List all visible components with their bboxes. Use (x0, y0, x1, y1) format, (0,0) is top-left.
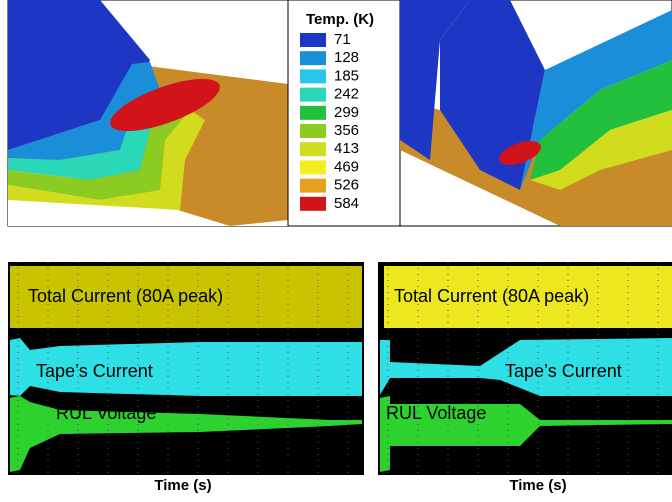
legend-label: 185 (334, 67, 359, 84)
x-tick-label: 10 (52, 457, 69, 474)
legend-label: 242 (334, 86, 359, 103)
channel-label: Total Current (80A peak) (28, 286, 223, 306)
x-tick-label: 20 (110, 457, 127, 474)
x-tick-label: 4 (603, 457, 611, 474)
legend-swatch (300, 179, 326, 193)
legend-label: 356 (334, 122, 359, 139)
legend-swatch (300, 124, 326, 138)
x-tick-label: 60 (345, 457, 362, 474)
x-tick-label: 2 (487, 457, 495, 474)
channel-label: RUL Voltage (56, 403, 156, 423)
channel-label: Tape’s Current (505, 361, 622, 381)
page: {"figure": { "legend": {"title": "Temp. … (0, 0, 672, 502)
legend-swatch (300, 142, 326, 156)
legend-label: 413 (334, 140, 359, 157)
legend-swatch (300, 69, 326, 83)
legend-swatch (300, 88, 326, 102)
legend-swatch (300, 197, 326, 211)
fem-right (400, 0, 672, 226)
x-tick-label: 50 (286, 457, 303, 474)
legend-swatch (300, 51, 326, 65)
x-tick-label: 5 (661, 457, 669, 474)
channel-label: Tape’s Current (36, 361, 153, 381)
legend-swatch (300, 33, 326, 47)
x-tick-label: 40 (227, 457, 244, 474)
fem-left (8, 0, 288, 226)
x-tick-label: 3 (545, 457, 553, 474)
legend-title: Temp. (K) (306, 11, 374, 28)
legend-swatch (300, 106, 326, 120)
x-tick-label: 30 (169, 457, 186, 474)
channel-label: Total Current (80A peak) (394, 286, 589, 306)
figure: Temp. (K) 71128185242299356413469526584 … (0, 0, 672, 497)
legend-label: 299 (334, 104, 359, 121)
legend-label: 526 (334, 177, 359, 194)
channel-label: RUL Voltage (386, 403, 486, 423)
legend-label: 71 (334, 31, 351, 48)
legend-label: 128 (334, 49, 359, 66)
x-tick-label: 1 (429, 457, 437, 474)
x-axis-title: Time (s) (154, 477, 211, 494)
x-axis-title: Time (s) (509, 477, 566, 494)
legend-label: 584 (334, 195, 359, 212)
legend-label: 469 (334, 158, 359, 175)
legend-swatch (300, 160, 326, 174)
